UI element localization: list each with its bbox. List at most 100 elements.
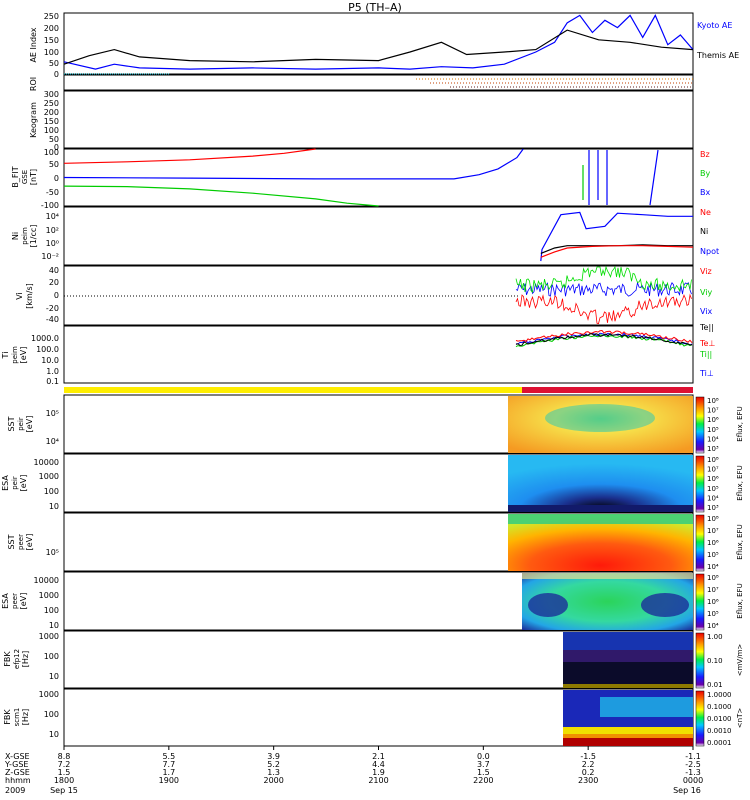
xaxis-row-label-3: hhmm xyxy=(5,776,31,785)
xaxis-value-2-5: 0.2 xyxy=(582,768,595,777)
ytick-ae-0: 250 xyxy=(44,12,59,21)
ytick-bfit-3: -50 xyxy=(46,188,59,197)
xaxis-value-1-4: 3.7 xyxy=(477,760,490,769)
ytick-keo-1: 250 xyxy=(44,99,59,108)
ylabel-fbk-e-sub: efp12 xyxy=(13,649,21,669)
legend-velocity-2: Vix xyxy=(700,307,713,316)
ytick-ae-4: 50 xyxy=(49,59,59,68)
roi-markers xyxy=(64,73,693,88)
ylabel-esa-el-sub: peer xyxy=(11,593,19,609)
legends: Kyoto AE Themis AE Bz By Bx Ne Ni Npot Viz Viy Vix… xyxy=(696,21,739,378)
legend-density-1: Ni xyxy=(700,227,708,236)
cbar-tick-fbk_e-1: 0.10 xyxy=(707,657,723,665)
ytick-fbk-b-2: 10 xyxy=(49,730,59,739)
cbar-tick-sst_ion-2: 10⁶ xyxy=(707,416,719,424)
cbar-tick-fbk_b-4: 0.0001 xyxy=(707,739,732,747)
xaxis-date-end: Sep 16 xyxy=(673,786,701,795)
ytick-sst-ion-1: 10⁴ xyxy=(46,437,59,446)
ytick-esa-ion-0: 10000 xyxy=(34,458,59,467)
ytick-ti-4: 0.1 xyxy=(46,377,59,386)
ytick-sst-el-0: 10⁵ xyxy=(46,548,59,557)
ylabel-fbk-e: FBK xyxy=(3,651,12,667)
legend-bfit-0: Bz xyxy=(700,150,710,159)
colorbar-esa-ion xyxy=(695,455,705,513)
ytick-fbk-e-1: 100 xyxy=(44,652,59,661)
ylabel-fbk-b: FBK xyxy=(3,709,12,725)
xaxis-row-label-2: Z-GSE xyxy=(5,768,30,777)
ytick-ae-1: 200 xyxy=(44,24,59,33)
ylabel-sst-el-sub: peer xyxy=(17,534,25,550)
cbar-tick-esa_ion-3: 10⁵ xyxy=(707,485,719,493)
cbar-tick-sst_el-1: 10⁷ xyxy=(707,527,719,535)
ylabel-ni-unit: [1/cc] xyxy=(29,225,38,248)
cbar-tick-esa_el-0: 10⁸ xyxy=(707,574,719,582)
cbar-tick-fbk_e-0: 1.00 xyxy=(707,633,723,641)
ytick-fbk-e-0: 1000 xyxy=(39,632,59,641)
series-density-ne xyxy=(540,245,694,258)
xaxis-value-2-2: 1.3 xyxy=(267,768,280,777)
xaxis-row-label-0: X-GSE xyxy=(5,752,30,761)
xaxis-value-0-4: 0.0 xyxy=(477,752,490,761)
ylabel-esa-ion: ESA xyxy=(1,475,10,491)
ylabel-ni-sub: peim xyxy=(21,227,29,245)
spectrogram-sst-ion xyxy=(508,396,693,453)
cbar-tick-sst_ion-0: 10⁸ xyxy=(707,397,719,405)
legend-velocity-1: Viy xyxy=(700,288,713,297)
ytick-keo-0: 300 xyxy=(44,90,59,99)
ylabel-ae: AE Index xyxy=(29,27,38,62)
plot-title: P5 (TH–A) xyxy=(348,1,402,14)
ytick-vi-3: -20 xyxy=(46,304,59,313)
spectrogram-esa-ion xyxy=(508,455,693,512)
mode-bar-fast xyxy=(522,387,693,393)
xaxis-value-3-3: 2100 xyxy=(368,776,388,785)
mode-bar-slow xyxy=(64,387,522,393)
cbar-tick-esa_el-4: 10⁴ xyxy=(707,622,719,630)
colorbars xyxy=(695,396,705,747)
xaxis-value-0-1: 5.5 xyxy=(162,752,175,761)
xaxis-value-1-3: 4.4 xyxy=(372,760,385,769)
series-velocity-viy xyxy=(515,265,692,294)
ytick-esa-el-3: 10 xyxy=(49,621,59,630)
ytick-ti-3: 1.0 xyxy=(46,367,59,376)
colorbar-esa-el xyxy=(695,573,705,631)
series-velocity-vix xyxy=(515,281,692,297)
ytick-bfit-4: -100 xyxy=(41,201,59,210)
cbar-tick-esa_el-3: 10⁵ xyxy=(707,610,719,618)
ylabel-sst-el-unit: [eV] xyxy=(25,534,34,551)
ylabel-keogram: Keogram xyxy=(29,102,38,138)
legend-bfit-1: By xyxy=(700,169,710,178)
ytick-esa-el-0: 10000 xyxy=(34,576,59,585)
y-tick-labels: 250 200 150 100 50 0 300 250 200 150 100… xyxy=(31,12,59,739)
ytick-esa-el-2: 100 xyxy=(44,606,59,615)
cbar-tick-sst_el-3: 10⁵ xyxy=(707,551,719,559)
xaxis-year: 2009 xyxy=(5,786,25,795)
ylabel-fbk-b-unit: [Hz] xyxy=(21,709,30,725)
legend-density-0: Ne xyxy=(700,208,711,217)
xaxis-row-label-1: Y-GSE xyxy=(4,760,28,769)
legend-ae-0: Kyoto AE xyxy=(697,21,732,30)
ylabel-bfit-sub: GSE xyxy=(21,170,29,184)
series-velocity-viz xyxy=(515,293,692,325)
xaxis-value-2-3: 1.9 xyxy=(372,768,385,777)
xaxis-value-1-0: 7.2 xyxy=(58,760,71,769)
xaxis-value-1-2: 5.2 xyxy=(267,760,280,769)
series-bfit-bx xyxy=(63,148,524,180)
ytick-esa-ion-1: 1000 xyxy=(39,472,59,481)
legend-temp-0: Te|| xyxy=(699,323,714,332)
xaxis-value-2-1: 1.7 xyxy=(162,768,175,777)
cbar-tick-esa_ion-2: 10⁶ xyxy=(707,475,719,483)
cbar-tick-esa_el-1: 10⁷ xyxy=(707,586,719,594)
cbar-label-sst-el: Eflux, EFU xyxy=(736,524,744,559)
legend-velocity-0: Viz xyxy=(700,267,712,276)
ytick-vi-0: 40 xyxy=(49,266,59,275)
ylabel-sst-ion-sub: peir xyxy=(17,417,25,431)
xaxis-value-3-5: 2300 xyxy=(578,776,598,785)
series-layer xyxy=(63,14,694,348)
ylabel-esa-ion-unit: [eV] xyxy=(19,475,28,492)
ytick-keo-4: 100 xyxy=(44,126,59,135)
cbar-label-fbk-b: <nT> xyxy=(736,708,744,729)
legend-temp-1: Te⊥ xyxy=(699,339,715,348)
series-temp-te-perp xyxy=(515,329,693,344)
cbar-label-fbk-e: <mV/m> xyxy=(736,644,744,677)
series-temp-te-par xyxy=(515,332,693,347)
